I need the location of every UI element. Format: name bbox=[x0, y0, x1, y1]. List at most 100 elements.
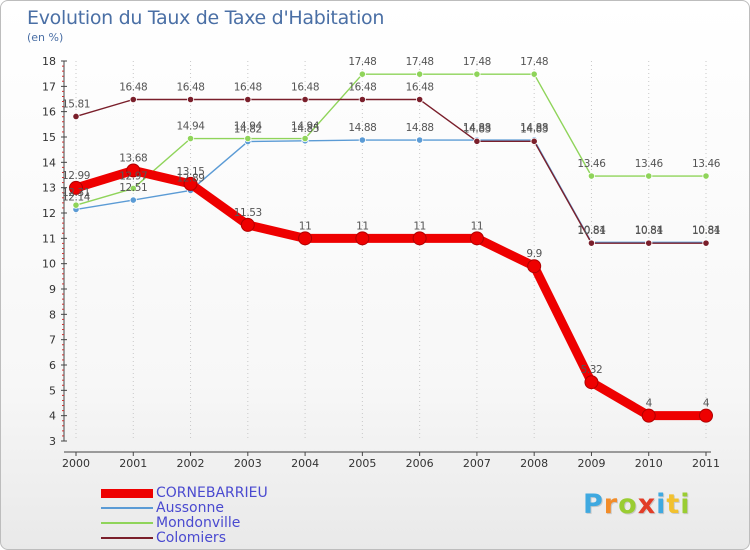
data-point bbox=[240, 217, 255, 232]
data-label: 15.81 bbox=[62, 98, 90, 110]
x-tick-label: 2011 bbox=[692, 457, 720, 470]
y-tick-label: 17 bbox=[42, 80, 56, 93]
data-point bbox=[530, 137, 538, 145]
data-label: 17.48 bbox=[520, 56, 548, 68]
data-label: 11 bbox=[471, 220, 484, 232]
data-label: 14.82 bbox=[234, 124, 262, 136]
series-line-cornebarrieu bbox=[71, 165, 711, 421]
logo-letter: x bbox=[637, 489, 657, 520]
y-tick-label: 5 bbox=[49, 384, 56, 397]
x-tick-label: 2007 bbox=[463, 457, 491, 470]
y-tick-label: 15 bbox=[42, 131, 56, 144]
data-point bbox=[358, 70, 366, 78]
data-label: 10.81 bbox=[692, 225, 720, 237]
data-point bbox=[416, 95, 424, 104]
data-label: 10.81 bbox=[635, 225, 663, 237]
x-tick-label: 2009 bbox=[577, 457, 605, 470]
data-label: 14.88 bbox=[463, 122, 491, 134]
x-tick-label: 2003 bbox=[234, 457, 262, 470]
x-tick-label: 2006 bbox=[406, 457, 434, 470]
data-label: 13.15 bbox=[177, 166, 205, 178]
data-label: 16.48 bbox=[348, 82, 376, 94]
chart-title: Evolution du Taux de Taxe d'Habitation bbox=[27, 7, 385, 29]
data-label: 12.97 bbox=[119, 170, 147, 182]
data-label: 11 bbox=[299, 220, 312, 232]
data-label: 14.94 bbox=[177, 121, 206, 133]
data-point bbox=[473, 137, 481, 145]
data-label: 16.48 bbox=[406, 82, 434, 94]
data-label: 10.84 bbox=[635, 224, 664, 236]
legend-swatch bbox=[101, 488, 153, 498]
data-label: 14.94 bbox=[234, 121, 263, 133]
x-tick-label: 2002 bbox=[177, 457, 205, 470]
y-tick-label: 4 bbox=[49, 410, 56, 423]
data-point bbox=[699, 408, 713, 423]
data-point bbox=[126, 163, 141, 178]
data-point bbox=[358, 95, 366, 104]
y-tick-label: 7 bbox=[49, 334, 56, 347]
y-tick-label: 3 bbox=[49, 435, 56, 448]
data-point bbox=[129, 184, 137, 193]
data-point bbox=[641, 408, 656, 423]
y-tick-label: 10 bbox=[42, 258, 56, 271]
data-point bbox=[298, 231, 313, 246]
data-point bbox=[587, 172, 596, 180]
data-label: 16.48 bbox=[234, 82, 262, 94]
data-point bbox=[527, 259, 542, 274]
data-label: 9.9 bbox=[526, 248, 542, 260]
series-line-colomiers bbox=[75, 98, 707, 244]
data-point bbox=[469, 231, 484, 246]
data-point bbox=[301, 95, 309, 104]
data-point bbox=[645, 172, 653, 180]
data-point bbox=[412, 231, 427, 246]
x-tick-label: 2004 bbox=[291, 457, 319, 470]
y-tick-label: 11 bbox=[42, 232, 56, 245]
data-point bbox=[530, 70, 538, 78]
data-point bbox=[584, 375, 599, 390]
data-point bbox=[473, 70, 481, 78]
logo-letter: i bbox=[656, 489, 667, 520]
series-line-aussonne bbox=[75, 139, 707, 244]
x-tick-label: 2008 bbox=[520, 457, 548, 470]
data-label: 14.83 bbox=[520, 123, 548, 135]
data-point bbox=[72, 201, 80, 209]
data-point bbox=[186, 95, 195, 104]
chart-subtitle: (en %) bbox=[27, 31, 64, 44]
data-label: 10.84 bbox=[692, 224, 721, 236]
y-tick-label: 16 bbox=[42, 106, 56, 119]
data-label: 17.48 bbox=[406, 56, 434, 68]
data-point bbox=[129, 196, 137, 204]
proxiti-logo: Proxiti bbox=[583, 489, 691, 520]
data-label: 13.68 bbox=[119, 152, 147, 164]
legend-label: CORNEBARRIEU bbox=[156, 485, 268, 501]
y-tick-label: 13 bbox=[42, 182, 56, 195]
data-point bbox=[244, 95, 252, 104]
data-point bbox=[702, 239, 710, 247]
data-label: 17.48 bbox=[463, 56, 491, 68]
legend-label: Aussonne bbox=[156, 500, 224, 516]
logo-letter: o bbox=[618, 489, 638, 520]
data-label: 10.84 bbox=[577, 224, 606, 236]
data-label: 4 bbox=[703, 398, 710, 410]
data-label: 16.48 bbox=[177, 82, 205, 94]
data-point bbox=[69, 180, 83, 195]
data-label: 12.14 bbox=[62, 191, 91, 203]
data-point bbox=[416, 70, 424, 78]
data-label: 14.88 bbox=[520, 122, 548, 134]
data-label: 12.89 bbox=[177, 172, 205, 184]
data-label: 14.83 bbox=[463, 123, 491, 135]
data-point bbox=[183, 176, 198, 191]
data-label: 11 bbox=[356, 220, 369, 232]
logo-letter: r bbox=[603, 489, 619, 520]
data-label: 11 bbox=[413, 220, 426, 232]
data-label: 13.46 bbox=[635, 158, 664, 170]
data-label: 10.81 bbox=[577, 225, 605, 237]
y-tick-label: 6 bbox=[49, 359, 56, 372]
legend-swatch bbox=[101, 537, 153, 539]
y-tick-label: 18 bbox=[42, 55, 56, 68]
legend-label: Colomiers bbox=[156, 530, 226, 546]
data-label: 14.88 bbox=[348, 122, 376, 134]
data-point bbox=[301, 134, 309, 143]
